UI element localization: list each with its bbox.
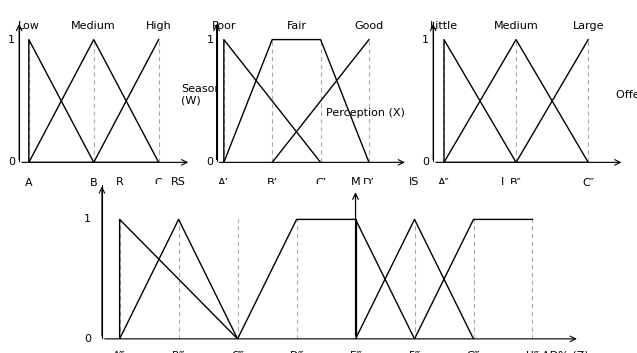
Text: B‴: B‴ [173, 351, 185, 353]
Text: Little: Little [430, 21, 458, 31]
Text: Perception (X): Perception (X) [326, 108, 405, 118]
Text: D’: D’ [363, 178, 375, 189]
Text: Low: Low [18, 21, 39, 31]
Text: 0: 0 [84, 334, 91, 344]
Text: A’: A’ [218, 178, 229, 189]
Text: D‴: D‴ [290, 351, 303, 353]
Text: 1: 1 [422, 35, 429, 44]
Text: Poor: Poor [211, 21, 236, 31]
Text: RS: RS [171, 177, 186, 187]
Text: C″: C″ [582, 178, 594, 189]
Text: E‴: E‴ [350, 351, 361, 353]
Text: 0: 0 [206, 157, 213, 167]
Text: Good: Good [354, 21, 383, 31]
Text: R: R [116, 177, 124, 187]
Text: C‴: C‴ [231, 351, 244, 353]
Text: H‴: H‴ [526, 351, 539, 353]
Text: 0: 0 [8, 157, 15, 167]
Text: 1: 1 [206, 35, 213, 44]
Text: Season
(W): Season (W) [182, 84, 222, 106]
Text: B″: B″ [510, 178, 522, 189]
Text: C’: C’ [315, 178, 326, 189]
Text: A‴: A‴ [113, 351, 126, 353]
Text: B: B [90, 178, 97, 189]
Text: M: M [351, 177, 361, 187]
Text: Offer (Y): Offer (Y) [615, 90, 637, 100]
Text: Large: Large [573, 21, 604, 31]
Text: 0: 0 [422, 157, 429, 167]
Text: AD% (Z): AD% (Z) [541, 351, 588, 353]
Text: High: High [146, 21, 171, 31]
Text: 1: 1 [84, 214, 91, 225]
Text: Fair: Fair [287, 21, 306, 31]
Text: F‴: F‴ [409, 351, 420, 353]
Text: Medium: Medium [494, 21, 538, 31]
Text: C: C [155, 178, 162, 189]
Text: Medium: Medium [71, 21, 116, 31]
Text: A: A [25, 178, 32, 189]
Text: IS: IS [410, 177, 420, 187]
Text: A″: A″ [438, 178, 450, 189]
Text: B’: B’ [267, 178, 278, 189]
Text: G‴: G‴ [467, 351, 480, 353]
Text: 1: 1 [8, 35, 15, 44]
Text: I: I [501, 177, 505, 187]
